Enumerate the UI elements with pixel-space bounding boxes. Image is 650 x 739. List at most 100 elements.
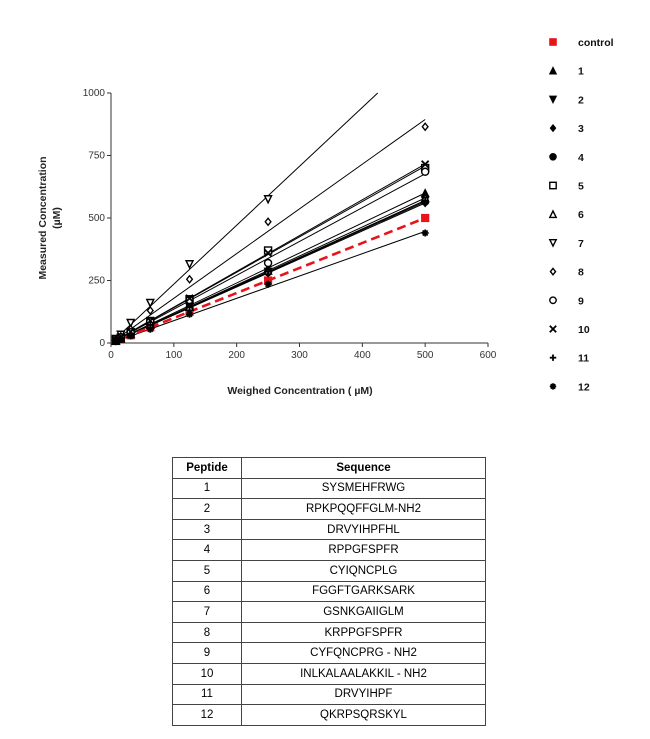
- data-point-12: [112, 337, 120, 345]
- data-point-9: [263, 258, 273, 268]
- peptide-cell: 8: [172, 621, 242, 644]
- data-point-10: [421, 160, 430, 169]
- data-point-9: [185, 295, 194, 305]
- data-point-8: [264, 217, 272, 227]
- legend-marker-4: [549, 153, 557, 161]
- data-point-11: [264, 268, 272, 276]
- legend-marker-9: [549, 296, 557, 305]
- data-point-7: [263, 195, 273, 205]
- legend-label-control: control: [578, 37, 614, 49]
- header-peptide: Peptide: [172, 457, 242, 479]
- data-point-control: [421, 213, 430, 223]
- sequence-cell: FGGFTGARKSARK: [241, 580, 486, 603]
- legend-marker-5: [549, 181, 557, 190]
- x-tick-label: 400: [354, 350, 371, 361]
- data-point-12: [127, 332, 135, 340]
- legend-marker-11: [549, 354, 557, 361]
- sequence-cell: CYIQNCPLG: [241, 559, 486, 582]
- table-row: 10 INLKALAALAKKIL - NH2: [172, 662, 486, 685]
- peptide-cell: 12: [172, 704, 242, 726]
- fit-line-7: [110, 92, 379, 344]
- x-axis-label: Weighed Concentration ( µM): [227, 385, 372, 397]
- y-tick-label: 1000: [83, 88, 106, 99]
- legend-label-2: 2: [578, 94, 584, 106]
- peptide-cell: 2: [172, 498, 242, 520]
- peptide-cell: 5: [172, 559, 242, 582]
- data-point-8: [146, 305, 154, 316]
- table-row: 7 GSNKGAIIGLM: [172, 601, 486, 623]
- sequence-cell: QKRPSQRSKYL: [241, 704, 486, 726]
- header-sequence: Sequence: [241, 457, 486, 479]
- x-tick-label: 600: [480, 350, 497, 361]
- data-point-7: [184, 260, 195, 270]
- data-point-8: [185, 274, 194, 284]
- legend-label-7: 7: [578, 238, 584, 250]
- peptide-cell: 10: [172, 662, 242, 685]
- table-row: 4 RPPGFSPFR: [172, 539, 486, 561]
- y-tick-label: 750: [88, 151, 105, 162]
- sequence-cell: RPKPQQFFGLM-NH2: [241, 498, 486, 520]
- legend-label-8: 8: [578, 267, 584, 279]
- legend-marker-8: [549, 267, 557, 276]
- data-point-12: [146, 325, 154, 333]
- data-point-10: [146, 316, 155, 325]
- peptide-cell: 9: [172, 642, 242, 664]
- y-tick-label: 250: [88, 276, 105, 287]
- legend-marker-3: [549, 123, 557, 133]
- data-point-10: [263, 248, 273, 258]
- table-row: 3 DRVYIHPFHL: [172, 518, 486, 541]
- sequence-cell: DRVYIHPFHL: [241, 518, 486, 541]
- legend-label-5: 5: [578, 181, 584, 193]
- peptide-cell: 6: [172, 580, 242, 603]
- sequence-cell: RPPGFSPFR: [241, 539, 486, 561]
- table-row: 11 DRVYIHPF: [172, 683, 486, 706]
- legend-marker-10: [549, 325, 557, 333]
- x-tick-label: 200: [228, 350, 245, 361]
- peptide-cell: 3: [172, 518, 242, 541]
- sequence-cell: CYFQNCPRG - NH2: [241, 642, 486, 664]
- peptide-cell: 4: [172, 539, 242, 561]
- data-point-7: [126, 318, 136, 329]
- peptide-cell: 11: [172, 683, 242, 706]
- legend-label-6: 6: [578, 209, 584, 221]
- y-axis-label-unit: (µM): [51, 207, 63, 229]
- data-point-12: [186, 310, 194, 318]
- peptide-table: Peptide Sequence 1 SYSMEHFRWG 2 RPKPQQFFGLM…: [172, 457, 486, 726]
- legend-label-10: 10: [578, 324, 590, 336]
- sequence-cell: INLKALAALAKKIL - NH2: [241, 662, 486, 685]
- legend-marker-7: [548, 238, 558, 248]
- table-row: 5 CYIQNCPLG: [172, 559, 486, 582]
- legend-marker-6: [548, 209, 558, 219]
- data-point-10: [185, 294, 194, 303]
- peptide-cell: 7: [172, 601, 242, 623]
- y-axis-label: Measured Concentration: [37, 156, 49, 279]
- table-row: 1 SYSMEHFRWG: [172, 477, 486, 500]
- sequence-cell: KRPPGFSPFR: [241, 621, 486, 644]
- data-point-9: [420, 167, 430, 176]
- legend-label-1: 1: [578, 66, 584, 78]
- data-point-12: [117, 336, 125, 343]
- data-point-8: [421, 122, 429, 132]
- legend-marker-1: [548, 66, 558, 75]
- legend-marker-control: [549, 38, 557, 46]
- fit-line-9: [110, 173, 426, 344]
- table-row: 2 RPKPQQFFGLM-NH2: [172, 498, 486, 520]
- legend-label-4: 4: [578, 152, 584, 164]
- legend-marker-12: [549, 383, 557, 390]
- data-point-12: [421, 229, 429, 237]
- legend-label-9: 9: [578, 295, 584, 307]
- table-row: 9 CYFQNCPRG - NH2: [172, 642, 486, 664]
- y-tick-label: 500: [88, 213, 105, 224]
- data-point-11: [421, 197, 429, 204]
- sequence-cell: DRVYIHPF: [241, 683, 486, 706]
- x-tick-label: 0: [108, 350, 114, 361]
- data-point-11: [186, 303, 194, 311]
- legend-label-12: 12: [578, 381, 590, 393]
- table-row: 6 FGGFTGARKSARK: [172, 580, 486, 603]
- legend-marker-2: [548, 95, 558, 104]
- legend-label-3: 3: [578, 123, 584, 135]
- table-row: 8 KRPPGFSPFR: [172, 621, 486, 644]
- y-tick-label: 0: [99, 338, 105, 349]
- x-tick-label: 100: [165, 350, 182, 361]
- table-row: 12 QKRPSQRSKYL: [172, 704, 486, 726]
